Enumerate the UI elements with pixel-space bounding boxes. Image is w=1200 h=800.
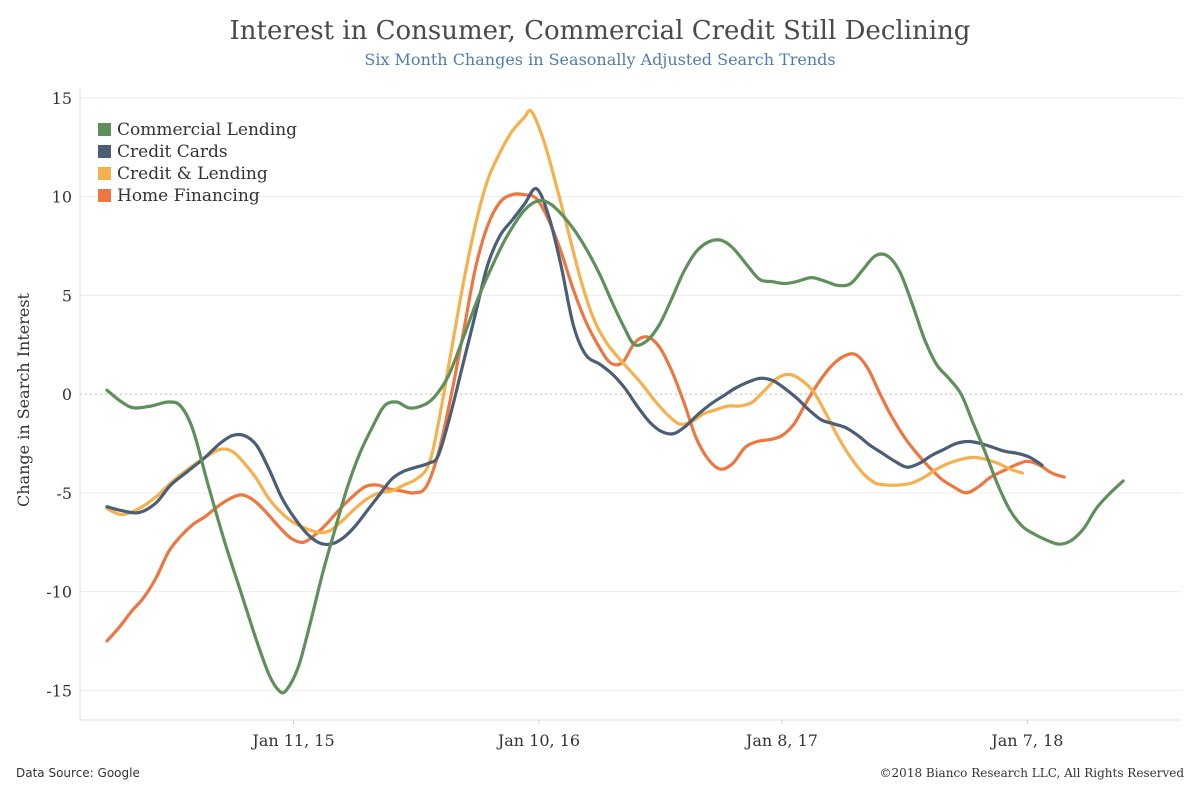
x-tick-label: Jan 10, 16 [496,731,580,750]
x-tick-label: Jan 11, 15 [250,731,334,750]
series-line-home-financing [105,192,1066,643]
y-axis-label: Change in Search Interest [14,292,33,507]
legend-label: Credit & Lending [117,164,268,184]
series-line-commercial-lending [105,198,1125,695]
x-tick-label: Jan 7, 18 [989,731,1063,750]
copyright-note: ©2018 Bianco Research LLC, All Rights Re… [879,766,1184,780]
y-tick-label: -15 [46,681,72,700]
y-tick-label: 15 [52,89,72,108]
x-axis: Jan 11, 15 Jan 10, 16 Jan 8, 17 Jan 7, 18 [80,719,1182,750]
y-tick-label: -10 [46,583,72,602]
legend-swatch [98,167,111,180]
legend-swatch [98,189,111,202]
chart-subtitle: Six Month Changes in Seasonally Adjusted… [364,50,836,69]
legend-swatch [98,123,111,136]
y-tick-label: 0 [62,385,72,404]
y-tick-label: 5 [62,286,72,305]
series-lines [105,108,1125,695]
chart-title: Interest in Consumer, Commercial Credit … [229,16,971,46]
y-tick-label: 10 [52,188,72,207]
legend-label: Credit Cards [117,142,228,162]
series-line-credit-lending [105,108,1025,535]
y-axis: 15 10 5 0 -5 -10 -15 [46,88,81,720]
legend-swatch [98,145,111,158]
legend-label: Home Financing [117,186,260,206]
y-tick-label: -5 [56,484,72,503]
data-source-note: Data Source: Google [16,766,140,780]
series-line-credit-cards [105,187,1044,547]
x-tick-label: Jan 8, 17 [744,731,818,750]
legend-label: Commercial Lending [117,120,297,140]
